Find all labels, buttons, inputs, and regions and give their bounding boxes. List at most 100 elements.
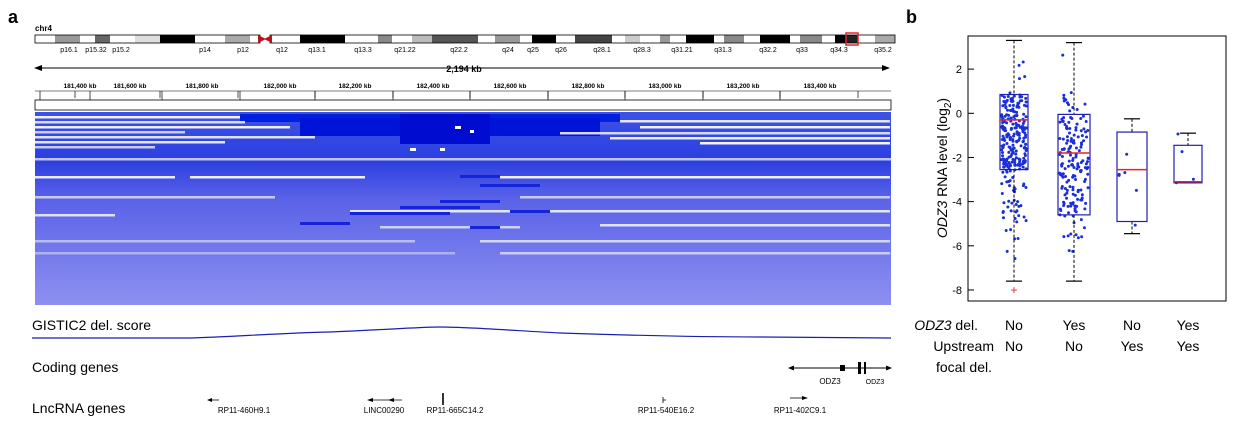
sample-point — [1066, 234, 1070, 238]
sample-point — [1014, 202, 1018, 206]
sample-point — [1000, 182, 1004, 186]
sample-point — [1191, 177, 1195, 181]
sample-point — [1017, 77, 1021, 81]
sample-point — [1066, 204, 1070, 208]
sample-point — [1016, 101, 1020, 105]
sample-point — [1062, 200, 1066, 204]
sample-point — [1085, 160, 1089, 164]
sample-point — [1018, 158, 1022, 162]
coding-gene-label-2: ODZ3 — [866, 379, 885, 386]
sample-point — [1074, 146, 1078, 150]
sample-point — [1000, 124, 1004, 128]
sample-point — [1011, 109, 1015, 113]
sample-point — [1024, 185, 1028, 189]
sample-point — [1002, 165, 1006, 169]
band-label-q25: q25 — [527, 47, 539, 54]
sample-point — [1022, 146, 1026, 150]
heatmap-streak-9 — [560, 132, 890, 135]
heatmap-streak-13 — [35, 176, 175, 179]
sample-point — [1006, 108, 1010, 112]
sample-point — [1008, 136, 1012, 140]
sample-point — [1024, 126, 1028, 130]
sample-point — [1024, 133, 1028, 137]
sample-point — [1133, 223, 1137, 227]
sample-point — [1074, 153, 1078, 157]
sample-point — [1069, 232, 1073, 236]
sample-point — [1003, 129, 1007, 133]
ruler-label-1: 181,600 kb — [114, 83, 147, 90]
sample-point — [1083, 102, 1087, 106]
sample-point — [1013, 160, 1017, 164]
ideogram-band-26 — [660, 35, 670, 43]
sample-point — [1014, 156, 1018, 160]
sample-point — [1022, 112, 1026, 116]
sample-point — [1009, 164, 1013, 168]
ideogram-band-33 — [790, 35, 800, 43]
sample-point — [1020, 95, 1024, 99]
sample-point — [1075, 167, 1079, 171]
sample-point — [1068, 131, 1072, 135]
sample-point — [1021, 165, 1025, 169]
sample-point — [1011, 107, 1015, 111]
heatmap-streak-4 — [35, 136, 315, 139]
sample-point — [1079, 161, 1083, 165]
span-indicator: 2,194 kb — [34, 64, 890, 74]
sample-point — [1001, 134, 1005, 138]
ideogram-band-36 — [835, 35, 846, 43]
sample-point — [1001, 121, 1005, 125]
band-label-q34.3: q34.3 — [830, 47, 848, 54]
sample-point — [1012, 186, 1016, 190]
heatmap-streak-10 — [610, 137, 890, 140]
boxes: + — [999, 39, 1203, 297]
ideogram-band-38 — [858, 35, 875, 43]
sample-point — [1080, 193, 1084, 197]
sample-point — [1022, 215, 1026, 219]
ruler-label-9: 183,200 kb — [727, 83, 760, 90]
ideogram-band-18 — [495, 35, 520, 43]
sample-point — [1011, 103, 1015, 107]
sample-point — [1012, 132, 1016, 136]
sample-point — [1017, 124, 1021, 128]
band-label-q31.21: q31.21 — [671, 47, 693, 54]
sample-point — [1134, 188, 1138, 192]
group-label-upstream-3: Yes — [1177, 338, 1200, 354]
band-label-q28.1: q28.1 — [593, 47, 611, 54]
lncrna-label-1: RP11-460H9.1 — [218, 406, 271, 415]
ideogram-band-12 — [345, 35, 378, 43]
heatmap-streak-21 — [380, 226, 520, 229]
sample-point — [1016, 162, 1020, 166]
sample-point — [1023, 159, 1027, 163]
sample-point — [1062, 93, 1066, 97]
sample-point — [1002, 99, 1006, 103]
band-label-p16.1: p16.1 — [60, 47, 78, 54]
centromere-left — [258, 35, 266, 43]
y-tick-label-5: -8 — [952, 285, 962, 297]
sample-point — [1013, 114, 1017, 118]
ideogram-band-5 — [135, 35, 160, 43]
sample-point — [1009, 126, 1013, 130]
sample-point — [1081, 114, 1085, 118]
chromosome-ideogram: chr4 p16.1 p15.32 p15.2 p14 p12 q12 q13.1 q13.3… — [34, 24, 896, 54]
sample-point — [1117, 173, 1121, 177]
group-label-upstream-2: Yes — [1121, 338, 1144, 354]
sample-point — [1007, 150, 1011, 154]
sample-point — [1079, 141, 1083, 145]
sample-point — [1065, 141, 1069, 145]
ideogram-band-15 — [412, 35, 432, 43]
sample-point — [1024, 100, 1028, 104]
heatmap-streak-14 — [190, 176, 365, 179]
sample-point — [1072, 133, 1076, 137]
sample-point — [1058, 136, 1062, 140]
ruler-label-10: 183,400 kb — [804, 83, 837, 90]
ideogram-band-2 — [80, 35, 95, 43]
ideogram-band-10 — [272, 35, 300, 43]
sample-point — [1069, 91, 1073, 95]
ideogram-band-6 — [160, 35, 195, 43]
sample-point — [1000, 148, 1004, 152]
band-label-q32.2: q32.2 — [759, 47, 777, 54]
sample-point — [1058, 207, 1062, 211]
sample-point — [1061, 53, 1065, 57]
sample-point — [1180, 150, 1184, 154]
sample-point — [1015, 220, 1019, 224]
sample-point — [1016, 200, 1020, 204]
